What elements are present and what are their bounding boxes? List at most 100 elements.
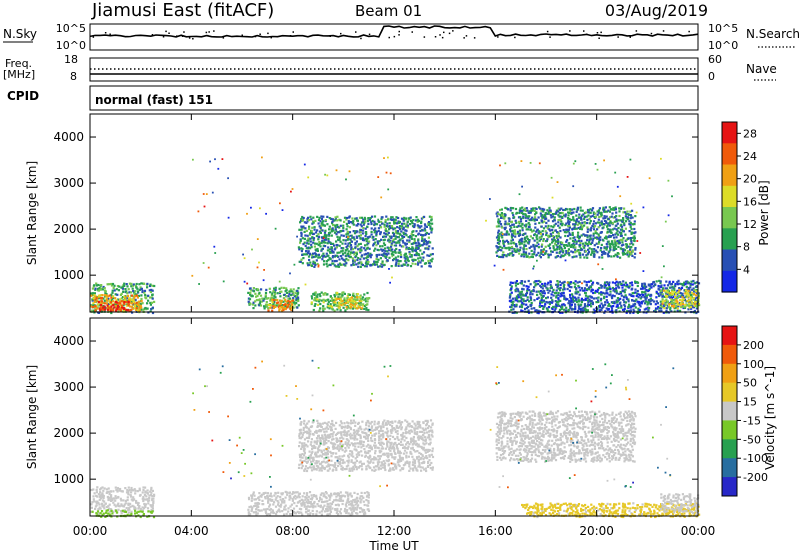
data-cell xyxy=(570,211,573,215)
data-cell xyxy=(243,257,246,260)
data-cell xyxy=(609,290,612,293)
data-cell xyxy=(612,207,615,210)
data-cell xyxy=(350,299,353,302)
data-cell xyxy=(102,489,105,492)
data-cell xyxy=(308,233,311,236)
data-cell xyxy=(418,242,421,245)
data-cell xyxy=(305,469,309,473)
data-cell xyxy=(591,250,594,253)
data-cell xyxy=(545,250,548,253)
data-cell xyxy=(151,297,154,300)
data-cell xyxy=(122,510,125,513)
data-cell xyxy=(97,512,100,515)
data-cell xyxy=(113,289,116,292)
data-cell xyxy=(580,234,583,237)
data-cell xyxy=(320,291,323,294)
data-cell xyxy=(659,280,662,283)
data-cell xyxy=(593,248,596,251)
data-cell xyxy=(299,437,303,440)
data-cell xyxy=(567,214,570,217)
data-cell xyxy=(564,259,567,262)
data-cell xyxy=(424,240,427,243)
data-cell xyxy=(693,304,696,307)
nsky-dot xyxy=(662,30,665,32)
data-cell xyxy=(556,286,559,289)
data-cell xyxy=(102,512,105,515)
data-cell xyxy=(551,307,554,311)
data-cell xyxy=(388,235,391,238)
data-cell xyxy=(316,465,320,468)
data-cell xyxy=(301,433,304,436)
data-cell xyxy=(413,238,416,241)
data-cell xyxy=(551,228,554,231)
data-cell xyxy=(623,207,626,210)
data-cell xyxy=(126,285,129,288)
data-cell xyxy=(398,244,402,247)
data-cell xyxy=(119,308,122,311)
data-cell xyxy=(279,495,282,498)
data-cell xyxy=(586,221,589,225)
data-cell xyxy=(323,307,326,310)
data-cell xyxy=(594,163,597,165)
data-cell xyxy=(600,211,603,214)
data-cell xyxy=(621,251,624,254)
data-cell xyxy=(586,230,589,233)
data-cell xyxy=(634,215,637,218)
data-cell xyxy=(407,246,410,250)
data-cell xyxy=(383,223,386,226)
data-cell xyxy=(608,254,611,258)
data-cell xyxy=(348,170,351,173)
data-cell xyxy=(334,498,338,501)
data-cell xyxy=(310,505,313,508)
data-cell xyxy=(397,255,400,258)
data-cell xyxy=(309,430,312,433)
data-cell xyxy=(307,509,311,512)
data-cell xyxy=(405,248,408,251)
data-cell xyxy=(550,216,553,219)
data-cell xyxy=(139,286,142,289)
data-cell xyxy=(633,235,636,238)
data-cell xyxy=(322,252,325,255)
nsky-dot xyxy=(388,36,390,39)
data-cell xyxy=(103,305,106,308)
data-cell xyxy=(598,241,601,244)
data-cell xyxy=(304,430,307,434)
data-cell xyxy=(310,301,313,304)
data-cell xyxy=(587,214,590,217)
data-cell xyxy=(409,247,412,251)
data-cell xyxy=(563,297,566,301)
data-cell xyxy=(311,503,314,506)
data-cell xyxy=(292,291,295,294)
data-cell xyxy=(558,212,561,215)
data-cell xyxy=(568,211,571,214)
data-cell xyxy=(685,285,688,288)
data-cell xyxy=(618,292,621,295)
data-cell xyxy=(626,251,629,254)
data-cell xyxy=(528,215,531,218)
data-cell xyxy=(534,213,537,216)
nsky-dot xyxy=(207,34,209,37)
data-cell xyxy=(563,308,566,311)
data-cell xyxy=(589,300,592,303)
data-cell xyxy=(592,211,595,214)
data-cell xyxy=(661,300,664,303)
data-cell xyxy=(662,303,665,306)
data-cell xyxy=(150,504,153,508)
data-cell xyxy=(550,225,553,228)
data-cell xyxy=(623,295,626,298)
data-cell xyxy=(425,247,428,250)
data-cell xyxy=(264,508,268,511)
data-cell xyxy=(572,242,575,245)
data-cell xyxy=(569,306,572,309)
data-cell xyxy=(95,491,98,494)
data-cell xyxy=(314,254,317,257)
data-cell xyxy=(416,218,420,221)
data-cell xyxy=(546,287,549,290)
data-cell xyxy=(530,303,533,306)
data-cell xyxy=(543,208,546,211)
data-cell xyxy=(334,492,337,495)
data-cell xyxy=(400,230,403,233)
data-cell xyxy=(614,243,617,246)
data-cell xyxy=(103,507,106,510)
data-cell xyxy=(579,256,582,259)
